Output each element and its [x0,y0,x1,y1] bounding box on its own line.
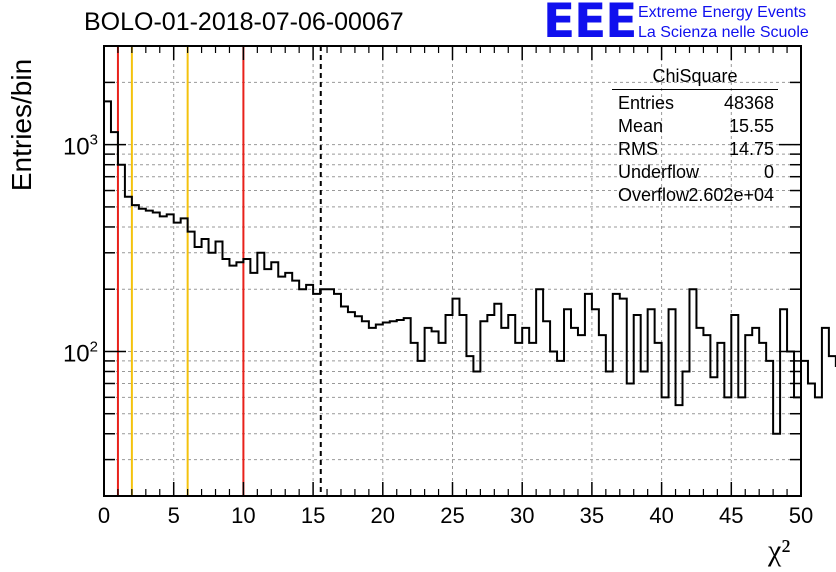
stats-row-overflow: Overflow 2.602e+04 [618,185,774,207]
histogram-line [104,100,836,435]
stats-value: 2.602e+04 [688,185,774,205]
stats-value: 48368 [723,93,774,113]
x-axis-label: χ² [768,534,791,567]
x-tick-label: 40 [649,503,673,528]
y-tick-label: 102 [63,338,98,367]
eee-logo: EEE Extreme Energy Events La Scienza nel… [543,0,835,48]
x-tick-label: 10 [231,503,255,528]
tick-labels: 0 5 10 15 20 25 30 35 40 45 50 102 103 [63,132,813,528]
x-tick-label: 45 [719,503,743,528]
stats-row-underflow: Underflow 0 [618,162,774,184]
stats-box: ChiSquare Entries 48368 Mean 15.55 RMS 1… [612,66,778,211]
stats-title: ChiSquare [652,66,738,86]
x-tick-label: 20 [371,503,395,528]
stats-label: Underflow [618,162,700,182]
stats-label: Entries [618,93,675,113]
x-tick-label: 50 [789,503,813,528]
stats-row-mean: Mean 15.55 [618,116,774,138]
x-tick-label: 30 [510,503,534,528]
reference-lines [116,46,322,496]
plot-title: BOLO-01-2018-07-06-00067 [84,8,404,36]
stats-divider [612,89,778,90]
stats-row-entries: Entries 48368 [618,93,774,115]
stats-label: RMS [618,139,658,159]
stats-row-rms: RMS 14.75 [618,139,774,161]
x-tick-label: 5 [168,503,180,528]
x-tick-label: 15 [301,503,325,528]
eee-logo-mark: EEE [543,0,637,49]
y-tick-label: 103 [63,132,98,161]
stats-value: 15.55 [728,116,774,136]
stats-label: Overflow [618,185,690,205]
y-axis-label-box: Entries/bin [4,58,40,192]
y-axis-label: Entries/bin [6,58,37,192]
x-tick-label: 0 [98,503,110,528]
stats-value: 14.75 [728,139,774,159]
logo-line-2: La Scienza nelle Scuole [638,24,809,41]
x-tick-label: 35 [580,503,604,528]
x-tick-label: 25 [440,503,464,528]
logo-line-1: Extreme Energy Events [638,4,807,21]
axis-ticks [103,45,802,497]
stats-value: 0 [763,162,774,182]
stats-label: Mean [618,116,664,136]
